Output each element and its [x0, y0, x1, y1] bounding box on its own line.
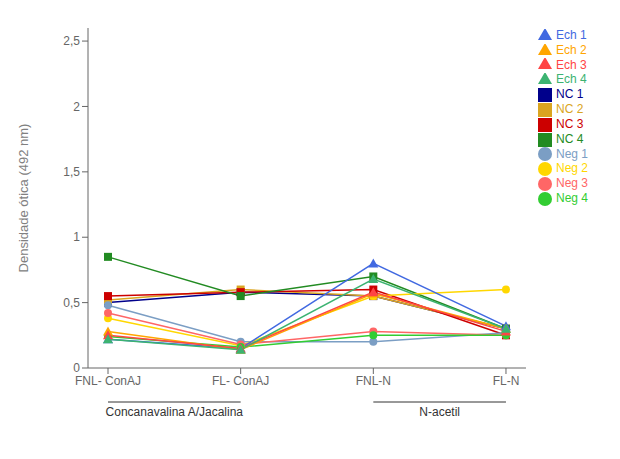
svg-text:1,5: 1,5: [63, 165, 80, 179]
svg-text:2,5: 2,5: [63, 34, 80, 48]
html-text:Neg 3: Neg 3: [556, 176, 588, 191]
svg-text:FNL-N: FNL-N: [356, 374, 391, 388]
html-text:NC 4: NC 4: [556, 131, 584, 146]
html-text:Ech 1: Ech 1: [556, 28, 587, 42]
html-text:Neg 4: Neg 4: [556, 191, 588, 206]
svg-text:Concanavalina A/Jacalina: Concanavalina A/Jacalina: [106, 405, 244, 419]
html-text:Neg 2: Neg 2: [556, 161, 588, 176]
svg-text:FL- ConAJ: FL- ConAJ: [212, 374, 269, 388]
svg-text:N-acetil: N-acetil: [419, 405, 460, 419]
svg-text:0: 0: [73, 361, 80, 375]
html-text:NC 3: NC 3: [556, 117, 584, 131]
svg-text:0,5: 0,5: [63, 296, 80, 310]
svg-text:1: 1: [73, 230, 80, 244]
html-text:Ech 3: Ech 3: [556, 57, 587, 72]
html-text:Ech 4: Ech 4: [556, 72, 587, 87]
svg-text:FL-N: FL-N: [493, 374, 520, 388]
html-text:Neg 1: Neg 1: [556, 146, 588, 161]
svg-text:FNL- ConAJ: FNL- ConAJ: [75, 374, 141, 388]
svg-text:Densidade ótica (492 nm): Densidade ótica (492 nm): [16, 124, 31, 273]
html-text:Ech 2: Ech 2: [556, 42, 587, 57]
svg-text:2: 2: [73, 100, 80, 114]
html-text:NC 2: NC 2: [556, 102, 584, 117]
html-text:NC 1: NC 1: [556, 87, 584, 102]
